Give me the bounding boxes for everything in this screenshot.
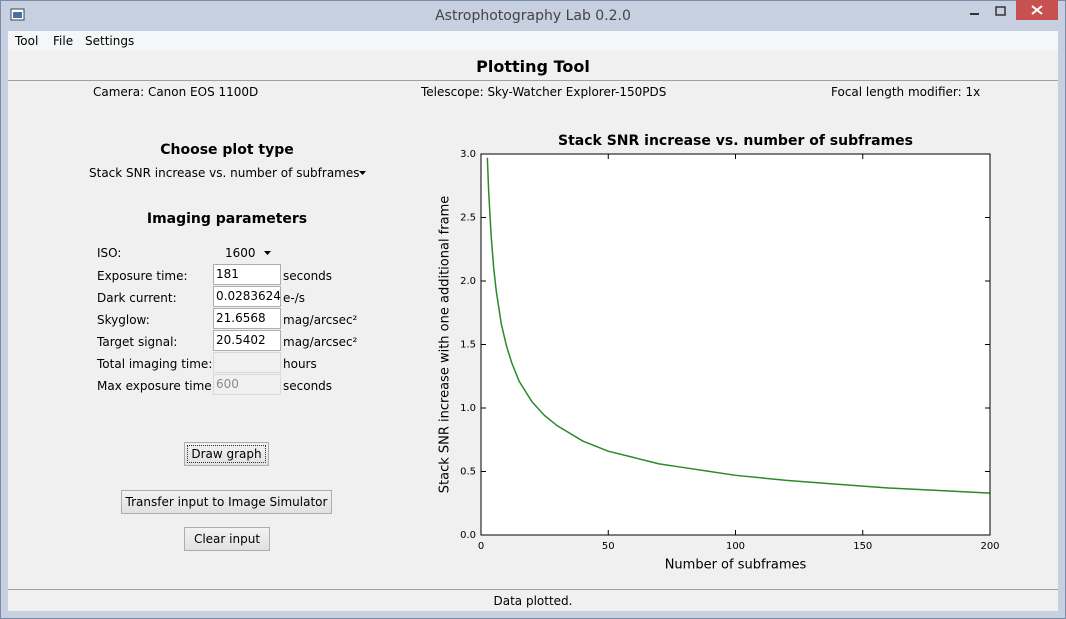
x-tick-label: 0 [478, 541, 484, 552]
window-title: Astrophotography Lab 0.2.0 [435, 8, 631, 24]
plot-type-dropdown[interactable]: Stack SNR increase vs. number of subfram… [89, 166, 360, 180]
field-label: Max exposure time: [97, 379, 216, 393]
field-unit: seconds [283, 269, 333, 283]
x-axis-label: Number of subframes [665, 558, 807, 573]
field-label: Target signal: [97, 335, 178, 349]
field-label: Dark current: [97, 291, 177, 305]
menu-item[interactable]: File [53, 34, 74, 48]
separator [8, 589, 1058, 590]
field-unit: mag/arcsec² [283, 335, 358, 349]
separator [8, 80, 1058, 81]
draw-graph-button[interactable]: Draw graph [184, 442, 269, 466]
plot-frame [480, 153, 991, 536]
field-label: ISO: [97, 246, 122, 260]
dropdown-arrow[interactable] [358, 169, 368, 177]
camera-info: Camera: Canon EOS 1100D [93, 85, 259, 99]
data-line [486, 157, 991, 494]
x-tick-label: 200 [980, 541, 999, 552]
telescope-info: Telescope: Sky-Watcher Explorer-150PDS [421, 85, 667, 99]
focal-info: Focal length modifier: 1x [831, 85, 981, 99]
y-tick-label: 0.0 [460, 530, 476, 541]
y-tick-label: 0.5 [460, 467, 476, 478]
x-tick-label: 100 [726, 541, 745, 552]
text-input[interactable]: 181 [213, 264, 281, 285]
header-title: Plotting Tool [476, 57, 590, 76]
y-tick-label: 1.0 [460, 403, 476, 414]
menu-item[interactable]: Settings [85, 34, 135, 48]
clear-button[interactable]: Clear input [184, 527, 270, 551]
app-icon [10, 8, 25, 21]
y-tick-label: 3.0 [460, 149, 476, 160]
menu-bar: Tool File Settings [8, 31, 1058, 50]
text-input: 600 [213, 374, 281, 395]
field-label: Exposure time: [97, 269, 188, 283]
x-tick-label: 150 [853, 541, 872, 552]
window-controls [970, 0, 1058, 20]
field-label: Total imaging time: [97, 357, 213, 371]
field-unit: seconds [283, 379, 333, 393]
field-unit: e-/s [283, 291, 306, 305]
x-tick-label: 50 [602, 541, 615, 552]
y-tick-label: 2.0 [460, 276, 476, 287]
field-unit: mag/arcsec² [283, 313, 358, 327]
section-heading: Imaging parameters [146, 211, 308, 227]
menu-item[interactable]: Tool [15, 34, 39, 48]
section-heading: Choose plot type [160, 142, 294, 158]
text-input [213, 352, 281, 373]
field-unit: hours [283, 357, 317, 371]
chart-title: Stack SNR increase vs. number of subfram… [558, 133, 913, 149]
chart: Stack SNR increase vs. number of subfram… [438, 133, 1000, 573]
plot-area [481, 154, 990, 535]
text-input[interactable]: 21.6568 [213, 308, 281, 329]
text-input[interactable]: 0.0283624 [213, 286, 281, 307]
iso-dropdown[interactable]: 1600 [225, 246, 256, 260]
y-axis-label: Stack SNR increase with one additional f… [438, 196, 453, 493]
transfer-button[interactable]: Transfer input to Image Simulator [121, 490, 332, 514]
field-label: Skyglow: [97, 313, 150, 327]
status-bar: Data plotted. [493, 594, 573, 608]
y-tick-label: 1.5 [460, 340, 476, 351]
y-tick-label: 2.5 [460, 213, 476, 224]
dropdown-arrow[interactable] [263, 249, 273, 257]
maximize-button[interactable] [995, 6, 1006, 16]
text-input[interactable]: 20.5402 [213, 330, 281, 351]
